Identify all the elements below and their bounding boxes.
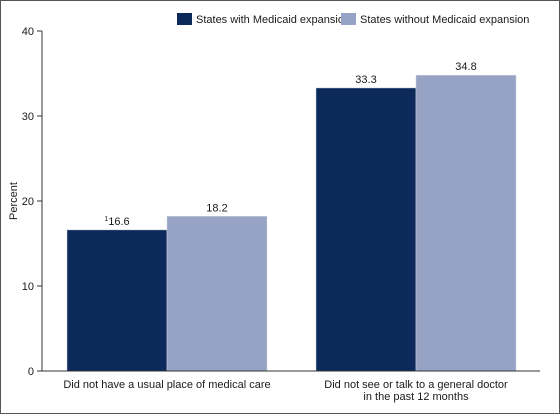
bar bbox=[315, 87, 417, 372]
bar bbox=[66, 229, 168, 372]
y-tick-label: 10 bbox=[22, 281, 34, 293]
bar bbox=[166, 216, 268, 372]
category-labels-group: Did not have a usual place of medical ca… bbox=[63, 379, 508, 403]
data-label: 18.2 bbox=[206, 202, 227, 214]
legend-swatch bbox=[341, 13, 356, 25]
data-label-value: 16.6 bbox=[108, 216, 129, 228]
legend-swatch bbox=[177, 13, 192, 25]
legend-label: States with Medicaid expansion bbox=[196, 14, 350, 26]
legend-label: States without Medicaid expansion bbox=[360, 14, 529, 26]
category-label: in the past 12 months bbox=[363, 391, 469, 403]
y-tick-label: 20 bbox=[22, 196, 34, 208]
legend: States with Medicaid expansion States wit… bbox=[177, 13, 529, 26]
y-tick-label: 0 bbox=[28, 366, 34, 378]
category-label: Did not have a usual place of medical ca… bbox=[63, 379, 270, 391]
y-tick-label: 40 bbox=[22, 26, 34, 38]
data-label: 33.3 bbox=[355, 74, 376, 86]
y-ticks-group: 0 10 20 30 40 bbox=[22, 26, 42, 378]
y-tick-label: 30 bbox=[22, 111, 34, 123]
data-label: 34.8 bbox=[455, 61, 476, 73]
data-labels-group: 116.6 33.3 18.2 34.8 bbox=[104, 61, 476, 228]
bar bbox=[415, 74, 517, 372]
category-label: Did not see or talk to a general doctor bbox=[324, 379, 508, 391]
y-axis-title: Percent bbox=[8, 182, 20, 220]
footnote-marker: 1 bbox=[104, 216, 108, 223]
bars-group bbox=[66, 74, 517, 372]
data-label: 116.6 bbox=[104, 216, 129, 228]
